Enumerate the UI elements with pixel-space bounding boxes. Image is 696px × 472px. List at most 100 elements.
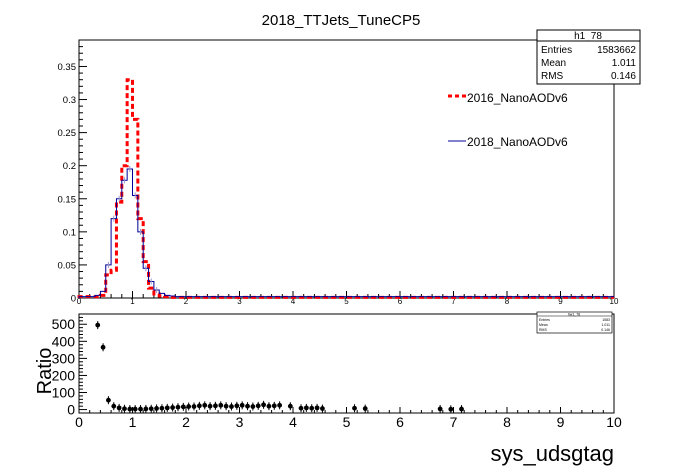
ratio-point (180, 404, 186, 410)
ratio-point (277, 402, 283, 408)
ratio-point (106, 397, 111, 403)
top-x-tick-label: 9 (558, 297, 563, 306)
stats-value-entries: 1583662 (597, 45, 636, 56)
stats-label-mean: Mean (541, 58, 566, 69)
ratio-point (250, 404, 256, 409)
ratio-stats-label-mean: Mean (539, 323, 548, 327)
ratio-point (148, 406, 154, 412)
ratio-point (95, 322, 101, 328)
ratio-point (229, 404, 234, 409)
ratio-point (459, 406, 464, 412)
ratio-point (191, 404, 197, 409)
ratio-y-tick-label: 300 (52, 350, 76, 366)
top-x-tick-label: 1 (130, 297, 135, 306)
top-x-tick-label: 2 (184, 297, 189, 306)
top-x-tick-label: 5 (344, 297, 349, 306)
top-x-tick-label: 6 (398, 297, 403, 306)
top-x-tick-label: 4 (291, 297, 296, 306)
ratio-point (314, 405, 320, 411)
ratio-point (186, 404, 192, 409)
ratio-point (245, 403, 250, 409)
ratio-x-tick-label: 5 (343, 414, 351, 430)
ratio-x-tick-label: 1 (129, 414, 137, 430)
ratio-point (266, 403, 272, 409)
ratio-stats-name: hw1_78 (568, 313, 580, 317)
ratio-x-tick-label: 0 (75, 414, 83, 430)
ratio-y-tick-label: 500 (52, 316, 76, 332)
x-axis-label: sys_udsgtag (490, 441, 614, 466)
ratio-point (218, 402, 224, 408)
ratio-points-layer (95, 321, 464, 414)
ratio-y-tick-label: 200 (52, 367, 76, 383)
top-y-tick-label: 0.3 (63, 95, 76, 106)
ratio-x-tick-label: 6 (396, 414, 404, 430)
chart-title: 2018_TTJets_TuneCP5 (262, 12, 421, 29)
legend-label-2016: 2016_NanoAODv6 (467, 91, 568, 105)
ratio-point (362, 406, 368, 411)
ratio-stats-value-entries: 1583 (602, 318, 610, 322)
ratio-point (202, 402, 208, 408)
ratio-point (213, 403, 218, 409)
ratio-point (175, 404, 181, 410)
ratio-point (239, 402, 245, 408)
ratio-point (127, 406, 133, 412)
ratio-point (122, 406, 127, 412)
ratio-x-tick-label: 4 (289, 414, 297, 430)
stats-label-rms: RMS (541, 71, 564, 82)
ratio-y-axis-label: Ratio (34, 348, 56, 395)
ratio-point (261, 402, 266, 408)
histogram-2016 (77, 78, 614, 299)
ratio-point (170, 405, 176, 410)
ratio-point (116, 405, 122, 411)
ratio-x-tick-label: 10 (606, 414, 622, 430)
ratio-x-tick-label: 9 (557, 414, 565, 430)
ratio-stats-label-entries: Entries (539, 318, 550, 322)
ratio-point (143, 406, 149, 412)
top-y-tick-label: 0.15 (58, 194, 77, 205)
ratio-point (159, 405, 165, 411)
ratio-stats-frame (536, 311, 613, 334)
top-plot-frame (78, 39, 615, 299)
ratio-stats-value-rms: 0.146 (601, 328, 610, 332)
top-x-tick-label: 8 (505, 297, 510, 306)
ratio-point (309, 405, 315, 411)
top-x-tick-label: 0 (77, 297, 82, 306)
top-x-tick-label: 7 (451, 297, 456, 306)
ratio-y-tick-label: 0 (67, 402, 75, 418)
ratio-point (437, 406, 443, 412)
stats-box: h1_78 Entries 1583662 Mean 1.011 RMS 0.1… (536, 29, 641, 85)
top-y-tick-label: 0.05 (58, 260, 77, 271)
top-plot-panel: 0 1 2 3 4 5 6 7 8 9 10 0 0.05 0.1 0.15 0.2 0.25 0.3 0.35 (58, 39, 619, 306)
ratio-point (138, 406, 143, 412)
ratio-point (196, 403, 202, 409)
ratio-point (271, 403, 277, 409)
top-x-tick-label: 10 (610, 297, 619, 306)
top-y-tick-label: 0.25 (58, 128, 77, 139)
ratio-x-tick-label: 3 (236, 414, 244, 430)
top-axis-ticks: 0 1 2 3 4 5 6 7 8 9 10 0 0.05 0.1 0.15 0.2 0.25 0.3 0.35 (58, 39, 619, 306)
top-x-tick-label: 3 (237, 297, 242, 306)
ratio-stats-value-mean: 1.011 (602, 323, 611, 327)
top-y-tick-label: 0 (71, 294, 76, 305)
ratio-point (207, 403, 213, 409)
ratio-point (320, 406, 325, 411)
ratio-y-tick-label: 100 (52, 385, 76, 401)
stats-box-frame (536, 29, 641, 85)
ratio-point (111, 403, 117, 409)
stats-label-entries: Entries (541, 45, 572, 56)
ratio-point (298, 405, 304, 411)
ratio-point (164, 405, 170, 411)
ratio-point (448, 406, 454, 412)
top-series-layer (77, 78, 614, 299)
ratio-point (154, 405, 159, 411)
ratio-x-tick-label: 8 (503, 414, 511, 430)
ratio-point (303, 405, 309, 411)
ratio-x-tick-label: 2 (182, 414, 190, 430)
stats-value-mean: 1.011 (612, 58, 637, 69)
stats-box-name: h1_78 (574, 31, 602, 42)
histogram-2018 (78, 168, 614, 298)
ratio-plot-frame (78, 313, 615, 414)
ratio-y-tick-label: 400 (52, 333, 76, 349)
